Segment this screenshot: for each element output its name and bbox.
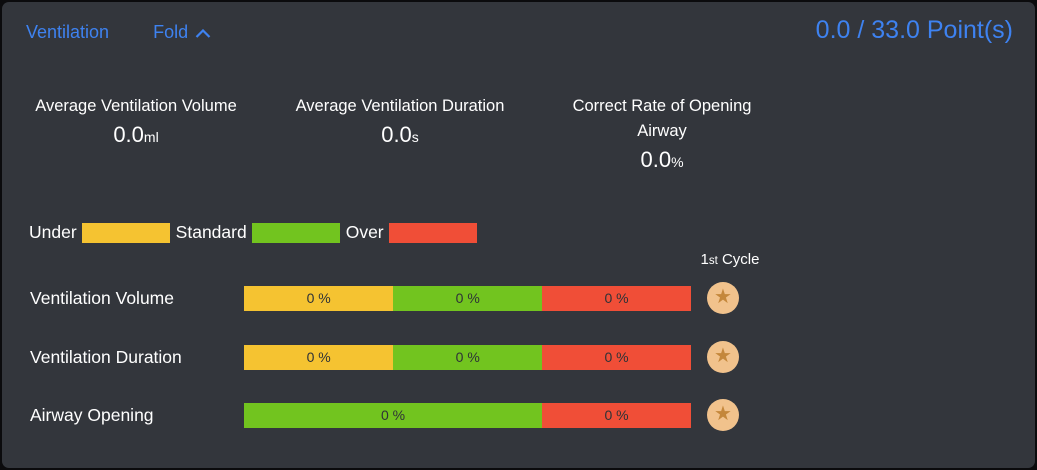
stat-label: Correct Rate of Opening Airway bbox=[572, 97, 752, 140]
bar-row-label: Ventilation Volume bbox=[30, 288, 174, 308]
panel-header: Ventilation Fold bbox=[26, 22, 211, 43]
stat-average-ventilation-volume: Average Ventilation Volume 0.0ml bbox=[24, 94, 248, 148]
bar-segment-over: 0 % bbox=[542, 403, 691, 428]
bar-segment-over: 0 % bbox=[542, 345, 691, 370]
bar-row-airway-opening: Airway Opening 0 % 0 % ★ bbox=[2, 399, 1035, 431]
bar-segment-under: 0 % bbox=[244, 286, 394, 311]
stat-label: Average Ventilation Duration bbox=[295, 97, 505, 115]
bar-segment-standard: 0 % bbox=[393, 286, 543, 311]
bar-segment-standard: 0 % bbox=[244, 403, 543, 428]
star-badge: ★ bbox=[707, 341, 739, 373]
legend: Under Standard Over bbox=[29, 222, 483, 243]
chevron-up-icon bbox=[195, 22, 211, 43]
star-badge: ★ bbox=[707, 399, 739, 431]
points-score: 0.0 / 33.0 Point(s) bbox=[815, 16, 1013, 44]
stat-unit: s bbox=[411, 129, 419, 145]
cycle-column-header: 1st Cycle bbox=[700, 251, 760, 268]
stat-value: 0.0ml bbox=[113, 122, 159, 147]
stat-correct-rate-opening-airway: Correct Rate of Opening Airway 0.0% bbox=[550, 94, 774, 173]
stat-value: 0.0s bbox=[381, 122, 419, 147]
fold-button[interactable]: Fold bbox=[153, 22, 211, 43]
legend-label-standard: Standard bbox=[175, 222, 247, 242]
stacked-bar-ventilation-duration: 0 % 0 % 0 % bbox=[244, 345, 691, 370]
bar-segment-under: 0 % bbox=[244, 345, 394, 370]
legend-swatch-under bbox=[81, 222, 170, 243]
legend-swatch-over bbox=[388, 222, 477, 243]
bar-row-ventilation-volume: Ventilation Volume 0 % 0 % 0 % ★ bbox=[2, 282, 1035, 314]
bar-segment-over: 0 % bbox=[542, 286, 691, 311]
stacked-bar-airway-opening: 0 % 0 % bbox=[244, 403, 691, 428]
star-badge: ★ bbox=[707, 282, 739, 314]
stat-unit: % bbox=[671, 154, 684, 170]
stat-unit: ml bbox=[143, 129, 159, 145]
legend-label-under: Under bbox=[29, 222, 77, 242]
star-icon: ★ bbox=[714, 286, 732, 308]
stat-value: 0.0% bbox=[640, 147, 684, 172]
stat-average-ventilation-duration: Average Ventilation Duration 0.0s bbox=[288, 94, 512, 148]
legend-label-over: Over bbox=[345, 222, 384, 242]
panel-title: Ventilation bbox=[26, 22, 110, 42]
star-icon: ★ bbox=[714, 345, 732, 367]
star-icon: ★ bbox=[714, 403, 732, 425]
bar-row-label: Airway Opening bbox=[30, 405, 154, 425]
bar-row-label: Ventilation Duration bbox=[30, 347, 182, 367]
fold-button-label: Fold bbox=[153, 22, 189, 42]
legend-swatch-standard bbox=[251, 222, 340, 243]
bar-row-ventilation-duration: Ventilation Duration 0 % 0 % 0 % ★ bbox=[2, 341, 1035, 373]
stacked-bar-ventilation-volume: 0 % 0 % 0 % bbox=[244, 286, 691, 311]
bar-segment-standard: 0 % bbox=[393, 345, 543, 370]
stat-label: Average Ventilation Volume bbox=[35, 97, 237, 115]
